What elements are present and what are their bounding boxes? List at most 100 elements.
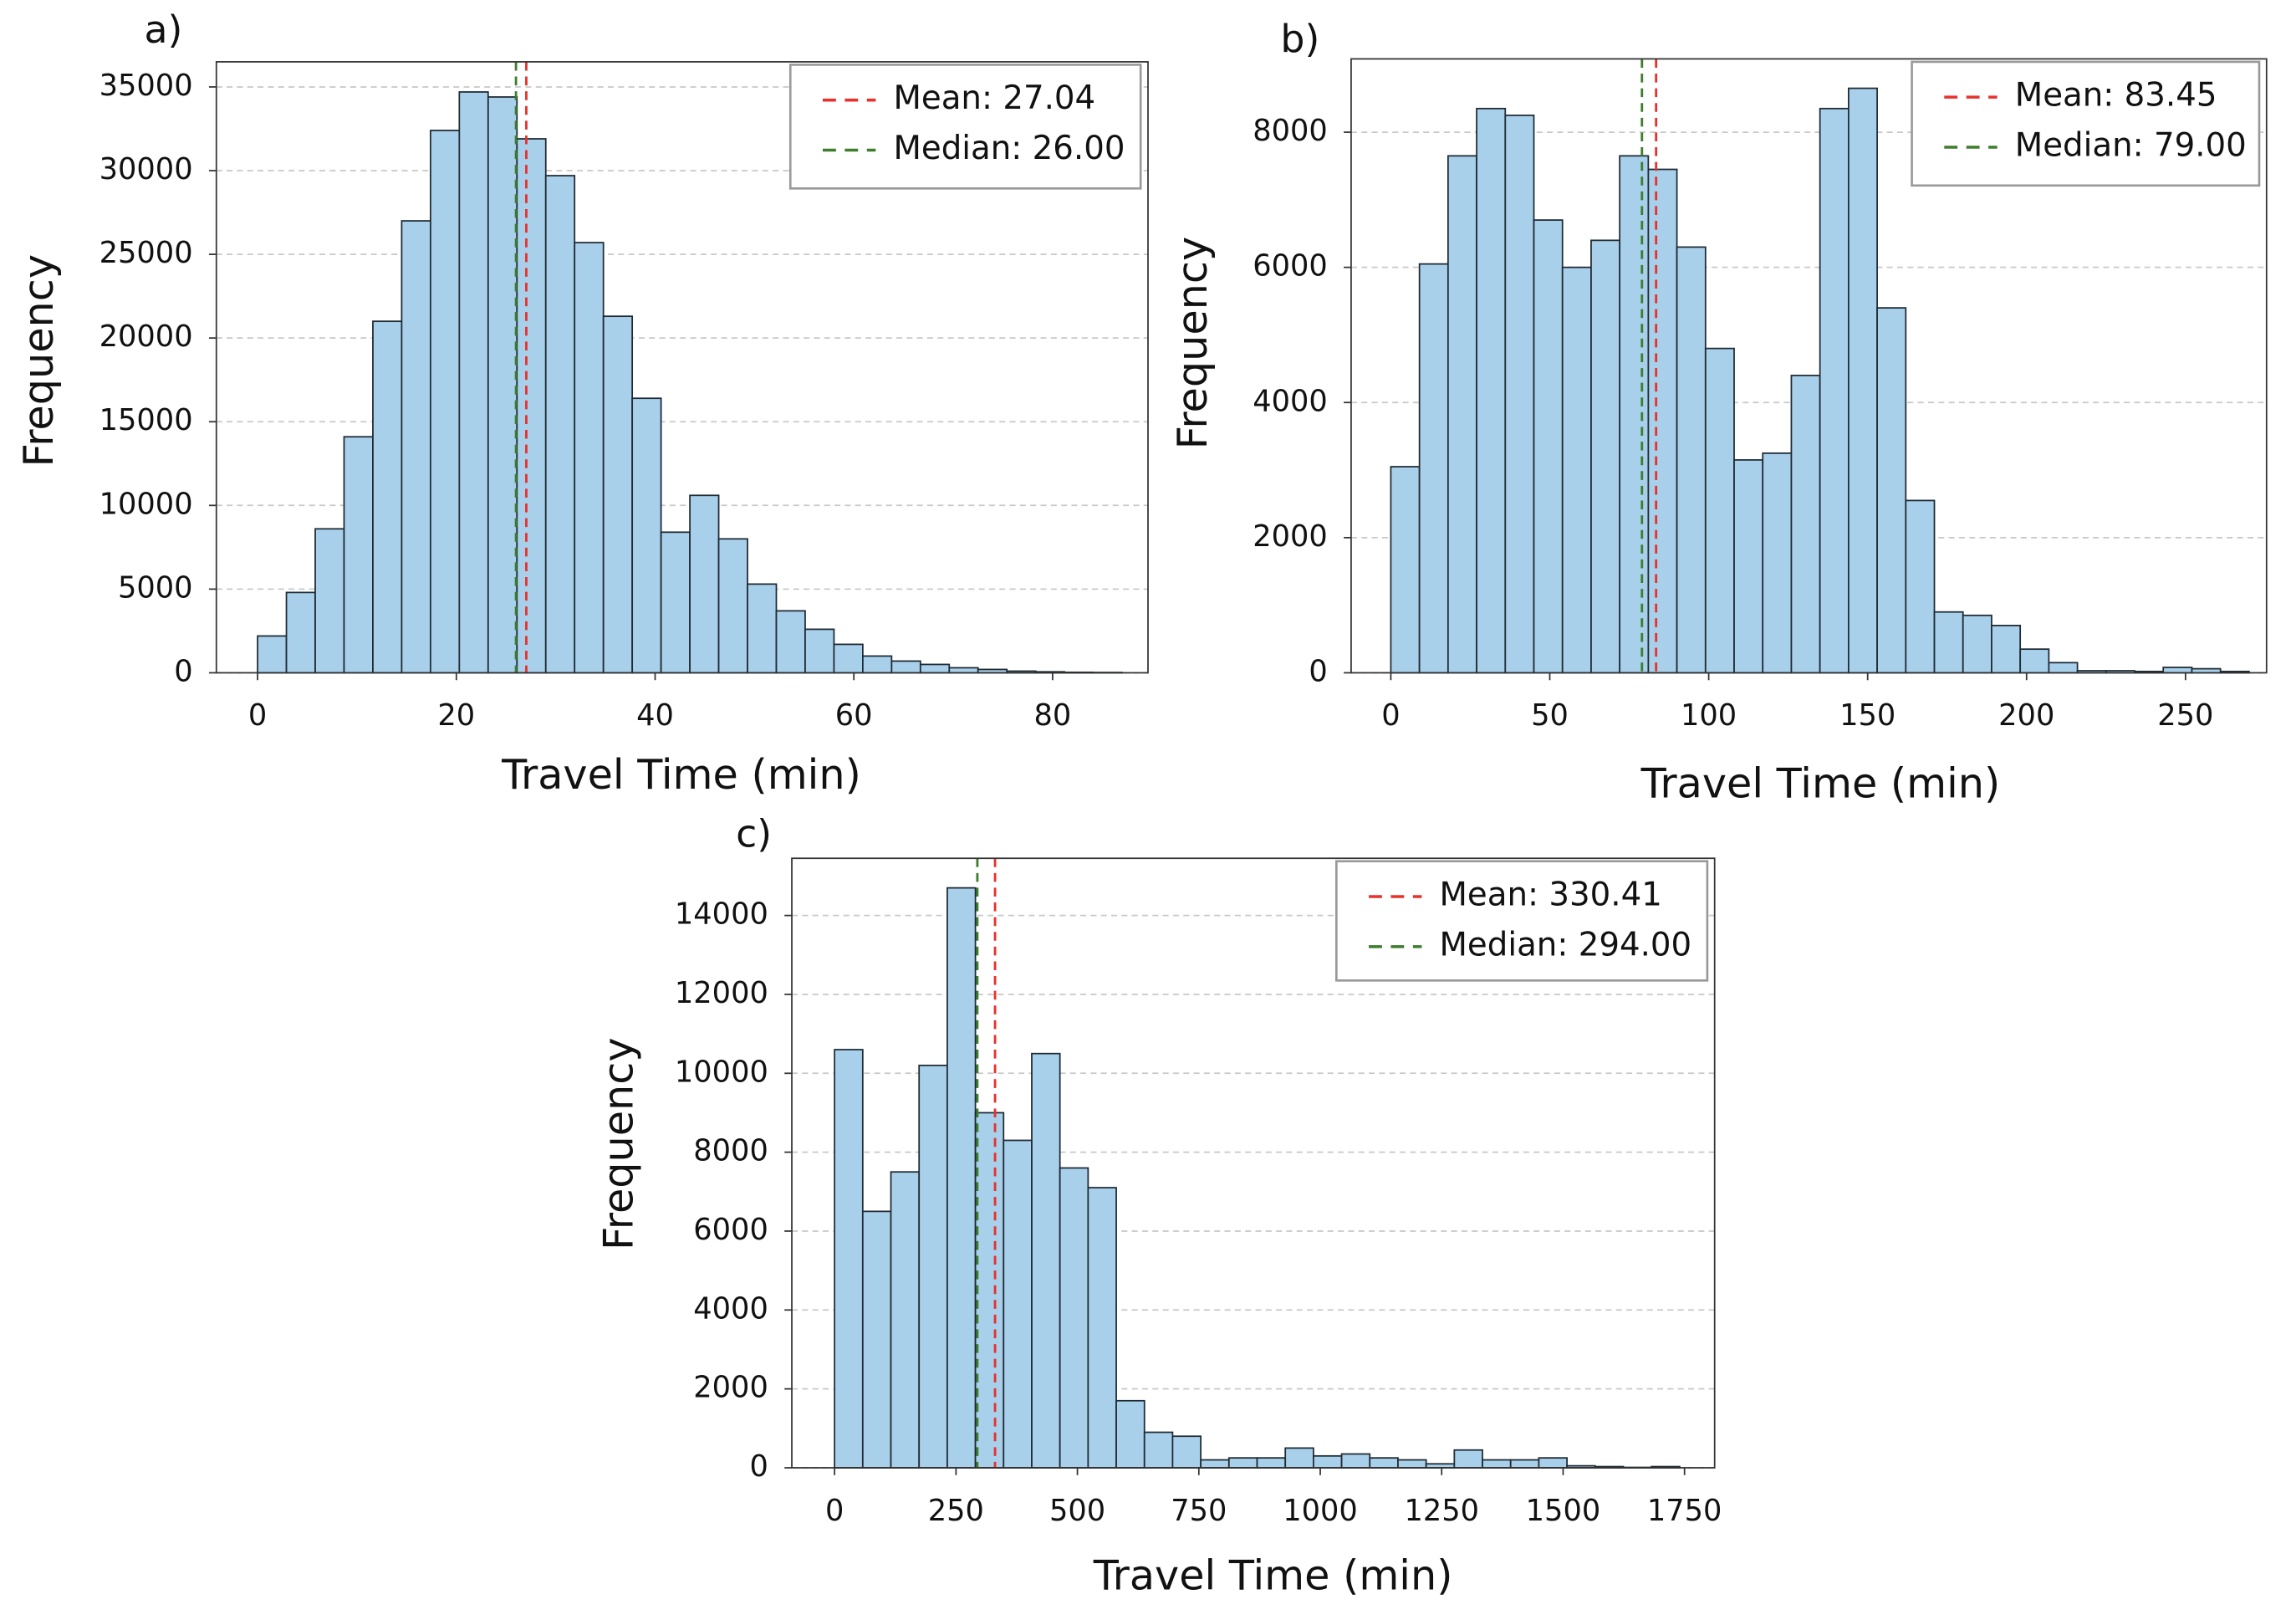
bar [1227, 1457, 1258, 1469]
bar [974, 1112, 1005, 1469]
y-tick-label: 2000 [1253, 519, 1328, 554]
y-tick-label: 0 [174, 654, 192, 688]
y-axis-label: Frequency [1168, 237, 1217, 450]
x-axis-label: Travel Time (min) [1093, 1551, 1453, 1599]
plot-frame [1350, 58, 2268, 674]
y-tick-label: 14000 [675, 897, 768, 932]
x-tick-label: 200 [1998, 698, 2054, 733]
bar [1031, 1052, 1061, 1469]
bar [2162, 667, 2193, 674]
bar [717, 538, 748, 674]
plot-frame [215, 61, 1149, 674]
bar [1313, 1454, 1343, 1469]
y-axis-label: Frequency [594, 1037, 642, 1250]
bar [1284, 1447, 1314, 1469]
panel-label: b) [1280, 17, 1319, 61]
bar [948, 667, 979, 674]
bar [1504, 114, 1535, 674]
bar [458, 91, 489, 674]
bar [1647, 168, 1678, 674]
legend-label: Median: 79.00 [2015, 127, 2247, 165]
bar [343, 436, 374, 674]
bar [775, 610, 806, 674]
y-tick-label: 0 [1309, 654, 1327, 688]
bar [1847, 87, 1878, 674]
bar [834, 1049, 864, 1469]
bar [1171, 1435, 1202, 1469]
x-tick-label: 1500 [1526, 1494, 1601, 1528]
bar [660, 531, 691, 674]
bar [1003, 1139, 1033, 1469]
x-tick-label: 80 [1034, 698, 1072, 733]
y-tick-label: 12000 [675, 976, 768, 1010]
bar [1538, 1457, 1568, 1469]
bar [1790, 375, 1821, 674]
bar [257, 635, 288, 674]
y-tick-label: 15000 [99, 403, 193, 437]
bar [401, 220, 431, 674]
legend-label: Median: 294.00 [1440, 926, 1692, 963]
bar [1704, 347, 1735, 674]
panel-label: c) [736, 811, 772, 856]
legend-label: Mean: 83.45 [2015, 77, 2217, 115]
x-tick-label: 150 [1839, 698, 1895, 733]
x-tick-label: 0 [248, 698, 267, 733]
bar [1962, 614, 1992, 674]
bar [487, 96, 518, 674]
bar [1397, 1459, 1427, 1469]
x-axis-label: Travel Time (min) [501, 750, 861, 799]
legend-label: Median: 26.00 [893, 130, 1125, 167]
x-tick-label: 500 [1049, 1494, 1105, 1528]
legend-box [788, 64, 1142, 190]
bar [285, 591, 316, 674]
y-tick-label: 6000 [1253, 249, 1328, 284]
x-tick-label: 100 [1681, 698, 1737, 733]
y-axis-label: Frequency [14, 254, 63, 468]
y-tick-label: 10000 [675, 1055, 768, 1089]
y-tick-label: 5000 [118, 570, 193, 605]
panel: 0 2000 4000 6000 8000 10000 12000 14000 0 250 500 7… [594, 811, 1722, 1599]
bar [1509, 1459, 1540, 1469]
bar [833, 643, 864, 674]
legend-label: Mean: 330.41 [1440, 876, 1662, 913]
bar [1482, 1459, 1512, 1469]
x-tick-label: 0 [825, 1494, 844, 1528]
y-tick-label: 2000 [693, 1371, 768, 1405]
y-tick-label: 10000 [99, 487, 193, 521]
x-tick-label: 1250 [1404, 1494, 1479, 1528]
bar [1059, 1167, 1089, 1469]
x-tick-label: 50 [1531, 698, 1569, 733]
y-tick-label: 25000 [99, 236, 193, 270]
x-tick-label: 1750 [1647, 1494, 1722, 1528]
bar [918, 1064, 948, 1469]
bar [890, 1171, 921, 1469]
y-tick-label: 6000 [693, 1213, 768, 1247]
bar [430, 130, 461, 674]
bar [1418, 263, 1449, 674]
bar [1453, 1449, 1483, 1469]
bar [1561, 266, 1592, 674]
x-tick-label: 40 [636, 698, 674, 733]
x-tick-label: 250 [2157, 698, 2213, 733]
bar [1369, 1457, 1399, 1469]
bar [1933, 611, 1964, 674]
bar [516, 138, 547, 674]
bar [314, 528, 345, 674]
bar [631, 397, 662, 674]
x-tick-label: 1000 [1283, 1494, 1358, 1528]
y-tick-label: 8000 [1253, 114, 1328, 148]
x-tick-label: 60 [835, 698, 873, 733]
bar [689, 494, 720, 674]
y-tick-label: 8000 [693, 1134, 768, 1168]
bar [1256, 1457, 1287, 1469]
legend-label: Mean: 27.04 [893, 79, 1095, 117]
bar [1991, 624, 2022, 674]
x-axis-label: Travel Time (min) [1640, 759, 2001, 807]
bar [804, 628, 835, 674]
x-tick-label: 250 [928, 1494, 984, 1528]
bar [946, 887, 977, 1469]
y-tick-label: 4000 [1253, 384, 1328, 418]
panel: 0 2000 4000 6000 8000 0 50 100 150 200 250 Mean: 83… [1168, 17, 2268, 807]
